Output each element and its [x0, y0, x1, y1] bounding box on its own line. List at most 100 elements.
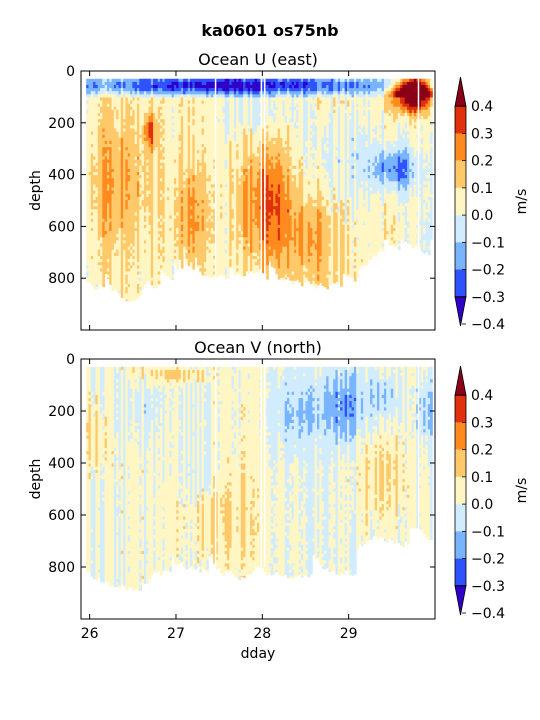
heatmap-cell [130, 84, 133, 89]
heatmap-cell [93, 237, 96, 241]
heatmap-cell [125, 112, 129, 117]
heatmap-cell [187, 243, 191, 247]
heatmap-cell [95, 162, 99, 167]
heatmap-cell [125, 122, 129, 126]
heatmap-cell [222, 218, 226, 223]
heatmap-cell [155, 168, 159, 173]
heatmap-cell [166, 193, 170, 198]
heatmap-cell [111, 224, 115, 229]
heatmap-cell [240, 131, 244, 136]
heatmap-cell [203, 97, 207, 101]
heatmap-cell [236, 103, 239, 108]
heatmap-cell [88, 172, 92, 176]
heatmap-cell [196, 193, 200, 198]
heatmap-cell [113, 224, 117, 229]
heatmap-cell [139, 137, 142, 142]
heatmap-cell [171, 116, 175, 120]
heatmap-cell [210, 187, 214, 192]
heatmap-cell [116, 252, 119, 257]
heatmap-cell [93, 103, 96, 108]
heatmap-cell [180, 103, 184, 108]
heatmap-cell [111, 125, 115, 129]
heatmap-cell [192, 137, 196, 142]
heatmap-cell [203, 190, 207, 195]
heatmap-cell [217, 78, 221, 83]
heatmap-cell [143, 153, 147, 157]
heatmap-cell [173, 187, 177, 192]
heatmap-cell [222, 125, 226, 129]
heatmap-cell [206, 274, 209, 277]
heatmap-cell [136, 159, 140, 164]
heatmap-cell [245, 119, 249, 123]
heatmap-cell [116, 271, 119, 275]
heatmap-cell [192, 106, 196, 111]
heatmap-cell [90, 215, 94, 220]
heatmap-cell [252, 147, 256, 151]
heatmap-cell [206, 175, 209, 179]
heatmap-cell [162, 159, 166, 164]
heatmap-cell [111, 277, 115, 282]
heatmap-cell [194, 193, 198, 198]
heatmap-cell [100, 237, 103, 241]
heatmap-cell [222, 274, 226, 276]
heatmap-cell [256, 206, 260, 210]
heatmap-cell [240, 268, 244, 272]
heatmap-cell [190, 243, 193, 247]
heatmap-cell [162, 84, 166, 89]
heatmap-cell [201, 156, 205, 160]
heatmap-cell [136, 255, 140, 260]
heatmap-cell [155, 156, 159, 160]
heatmap-cell [192, 265, 196, 269]
heatmap-cell [252, 196, 256, 201]
heatmap-cell [187, 131, 191, 136]
heatmap-cell [162, 150, 166, 154]
heatmap-cell [224, 165, 228, 170]
heatmap-cell [139, 196, 142, 201]
heatmap-cell [252, 81, 256, 86]
heatmap-cell [196, 218, 200, 223]
heatmap-cell [157, 172, 161, 176]
heatmap-cell [215, 215, 219, 220]
heatmap-cell [86, 265, 89, 269]
heatmap-cell [157, 249, 161, 254]
heatmap-cell [220, 178, 223, 182]
heatmap-cell [196, 100, 200, 105]
heatmap-cell [178, 112, 182, 117]
heatmap-cell [178, 168, 182, 173]
heatmap-cell [134, 91, 138, 95]
heatmap-cell [178, 209, 182, 213]
heatmap-cell [240, 262, 244, 266]
heatmap-cell [187, 165, 191, 170]
heatmap-cell [86, 212, 89, 216]
heatmap-cell [139, 246, 142, 251]
heatmap-cell [125, 249, 129, 254]
heatmap-cell [141, 147, 145, 151]
heatmap-cell [224, 178, 228, 182]
heatmap-cell [157, 137, 161, 142]
heatmap-cell [132, 268, 136, 272]
heatmap-cell [90, 246, 94, 251]
heatmap-cell [100, 221, 103, 226]
heatmap-cell [261, 172, 265, 176]
heatmap-cell [90, 231, 94, 235]
heatmap-cell [104, 153, 108, 157]
heatmap-cell [136, 203, 140, 207]
heatmap-cell [97, 144, 101, 148]
heatmap-cell [148, 137, 152, 142]
heatmap-cell [148, 218, 152, 223]
heatmap-cell [162, 181, 166, 185]
heatmap-cell [150, 259, 154, 263]
heatmap-cell [141, 78, 145, 83]
heatmap-cell [254, 162, 258, 167]
heatmap-cell [208, 218, 212, 223]
heatmap-cell [106, 265, 110, 269]
heatmap-cell [185, 221, 189, 226]
heatmap-cell [252, 243, 256, 247]
heatmap-cell [180, 187, 184, 192]
heatmap-cell [116, 172, 119, 176]
heatmap-cell [238, 106, 242, 111]
heatmap-cell [213, 196, 216, 201]
heatmap-cell [201, 97, 205, 101]
heatmap-cell [203, 237, 207, 241]
heatmap-cell [176, 119, 179, 123]
